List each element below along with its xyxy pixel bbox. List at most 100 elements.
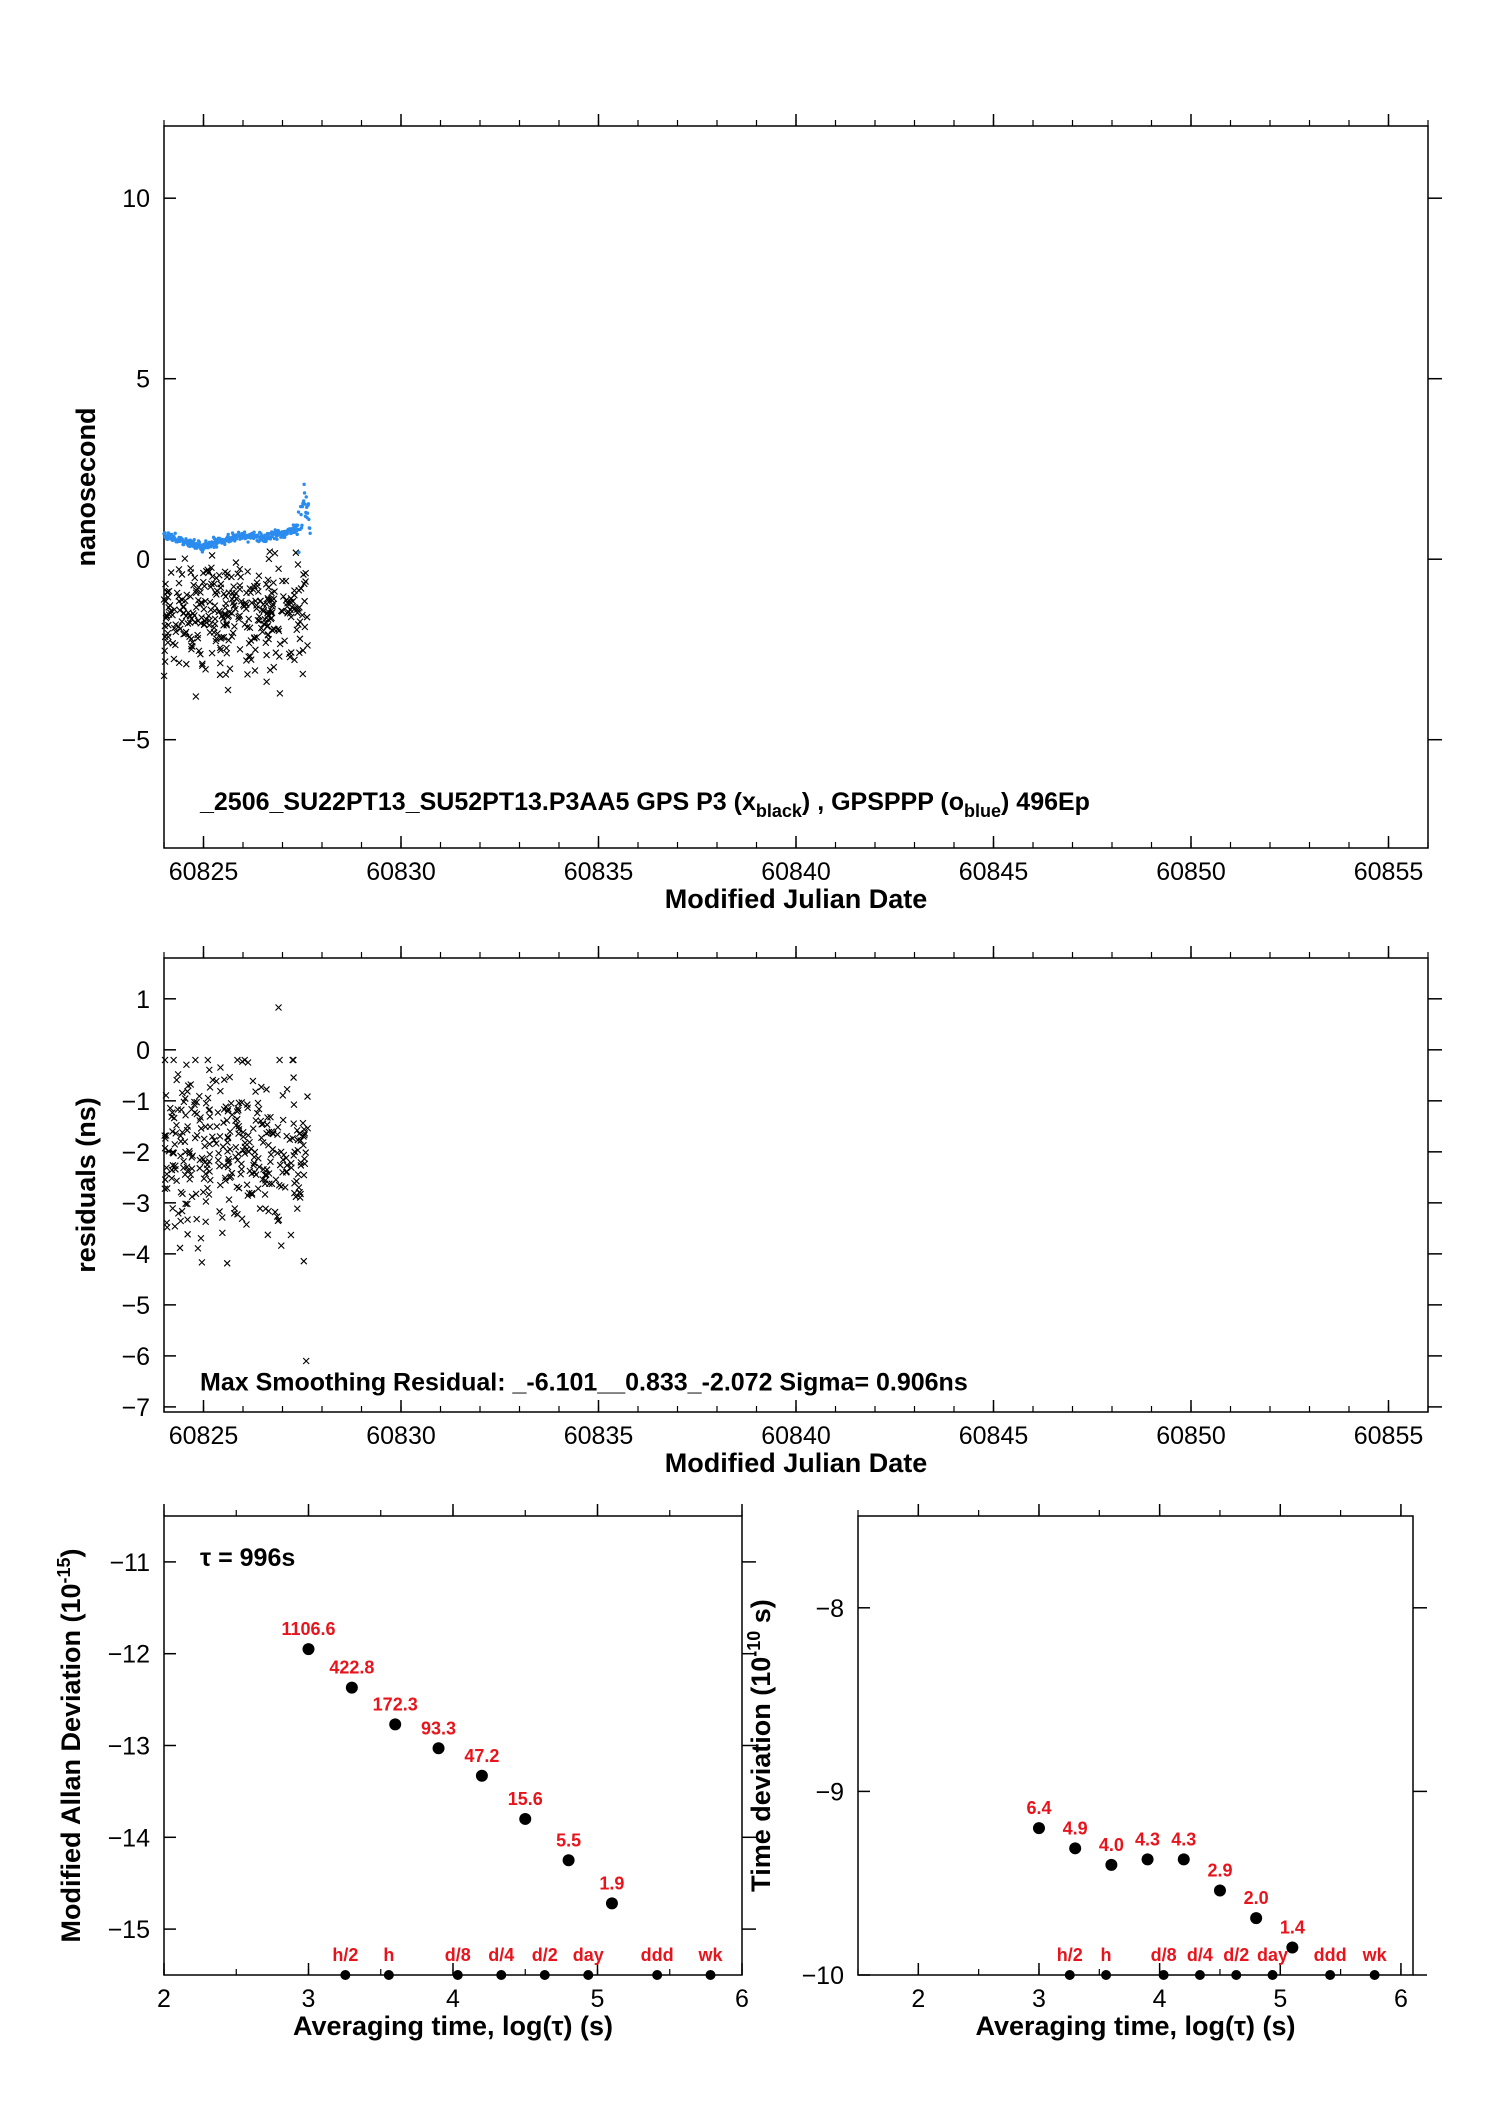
interval-markers: h/2 h d/8 d/4 d/2 day ddd wk — [1057, 1945, 1388, 1980]
deviation-point — [1177, 1853, 1190, 1866]
data-point — [255, 617, 263, 625]
data-point — [299, 526, 304, 530]
data-point — [187, 593, 194, 600]
data-point — [302, 1149, 310, 1156]
data-point — [224, 1133, 232, 1141]
data-point — [180, 1164, 187, 1172]
data-point — [261, 616, 269, 623]
deviation-point — [1213, 1884, 1226, 1897]
point-value-label: 1.4 — [1280, 1917, 1305, 1937]
point-value-label: 422.8 — [329, 1658, 374, 1678]
data-point — [224, 613, 232, 621]
data-point — [246, 652, 254, 660]
data-point — [215, 608, 223, 616]
data-point — [280, 593, 287, 600]
data-point — [163, 531, 167, 535]
data-point — [246, 1167, 254, 1175]
data-point — [206, 1123, 214, 1131]
y-tick-label: −2 — [121, 1139, 150, 1167]
data-point — [286, 1136, 294, 1144]
data-point — [303, 502, 307, 506]
data-point — [208, 552, 216, 559]
data-point — [178, 1207, 186, 1215]
x-tick-label: 60825 — [169, 1422, 239, 1450]
point-value-label: 1.9 — [599, 1873, 624, 1893]
data-point — [163, 611, 170, 619]
data-point — [191, 1109, 199, 1116]
data-point — [262, 639, 270, 647]
x-tick-label: 6 — [735, 1985, 749, 2013]
time-deviation-panel: 2 3 4 5 6−8−9−106.44.94.0 4.3 4.32.92.01.4h/2 h… — [744, 1504, 1427, 2041]
data-point — [197, 589, 204, 596]
data-point — [173, 1121, 180, 1129]
data-point — [211, 602, 219, 610]
deviation-point — [1250, 1912, 1263, 1925]
data-point — [178, 1089, 186, 1097]
y-axis-label: residuals (ns) — [71, 1097, 101, 1273]
data-point — [265, 583, 273, 591]
x-tick-label: 4 — [446, 1985, 460, 2013]
deviation-point — [1105, 1858, 1118, 1871]
x-tick-label: 60830 — [366, 1422, 436, 1450]
data-point — [249, 585, 257, 593]
data-point — [297, 585, 305, 592]
data-point — [227, 1099, 235, 1107]
deviation-point — [1032, 1822, 1045, 1835]
data-point — [253, 601, 260, 609]
data-point — [297, 1137, 305, 1144]
data-point — [197, 1234, 205, 1242]
data-point — [244, 1131, 252, 1139]
data-point — [304, 1093, 311, 1100]
data-point — [253, 605, 260, 612]
data-point — [202, 1218, 210, 1226]
data-point — [281, 637, 288, 645]
data-point — [236, 565, 244, 573]
data-point — [226, 1145, 234, 1153]
data-point — [300, 1126, 308, 1133]
data-point — [265, 555, 273, 563]
data-point — [216, 671, 224, 679]
data-point — [302, 491, 307, 495]
data-point — [184, 620, 192, 627]
data-point — [169, 1149, 176, 1156]
data-point — [193, 1131, 201, 1139]
data-point — [188, 1165, 196, 1173]
data-point — [231, 1205, 239, 1212]
data-point — [196, 1164, 204, 1172]
series-annotation: _2506_SU22PT13_SU52PT13.P3AA5 GPS P3 (xb… — [199, 788, 1090, 821]
data-point — [220, 621, 227, 629]
data-point — [223, 644, 230, 652]
deviation-point — [1069, 1842, 1082, 1855]
data-point — [206, 628, 214, 636]
x-tick-label: 3 — [302, 1985, 316, 2013]
data-point — [177, 1106, 185, 1114]
data-point — [235, 1099, 243, 1107]
interval-markers: h/2 h d/8 d/4 d/2 day ddd wk — [332, 1945, 723, 1980]
data-point — [216, 1208, 223, 1215]
data-point — [224, 686, 232, 694]
data-point — [275, 627, 283, 635]
data-point — [163, 1164, 170, 1172]
interval-marker — [496, 1970, 507, 1980]
data-point — [177, 1188, 185, 1196]
data-point — [190, 1098, 198, 1106]
data-point — [178, 618, 186, 625]
data-point — [194, 631, 201, 639]
interval-marker — [1194, 1970, 1205, 1980]
data-point — [283, 1085, 291, 1093]
data-point — [278, 608, 286, 615]
interval-marker — [383, 1970, 394, 1980]
y-tick-label: −9 — [815, 1778, 844, 1806]
data-point — [170, 624, 178, 632]
data-point — [250, 1159, 258, 1167]
data-point — [245, 615, 253, 623]
data-point — [254, 588, 262, 595]
data-point — [295, 523, 300, 528]
data-point — [182, 1148, 189, 1156]
data-point — [188, 615, 195, 623]
data-point — [264, 576, 272, 584]
data-point — [204, 1184, 211, 1192]
data-point — [171, 1141, 179, 1148]
data-point — [224, 1107, 232, 1115]
data-point — [249, 1125, 257, 1133]
